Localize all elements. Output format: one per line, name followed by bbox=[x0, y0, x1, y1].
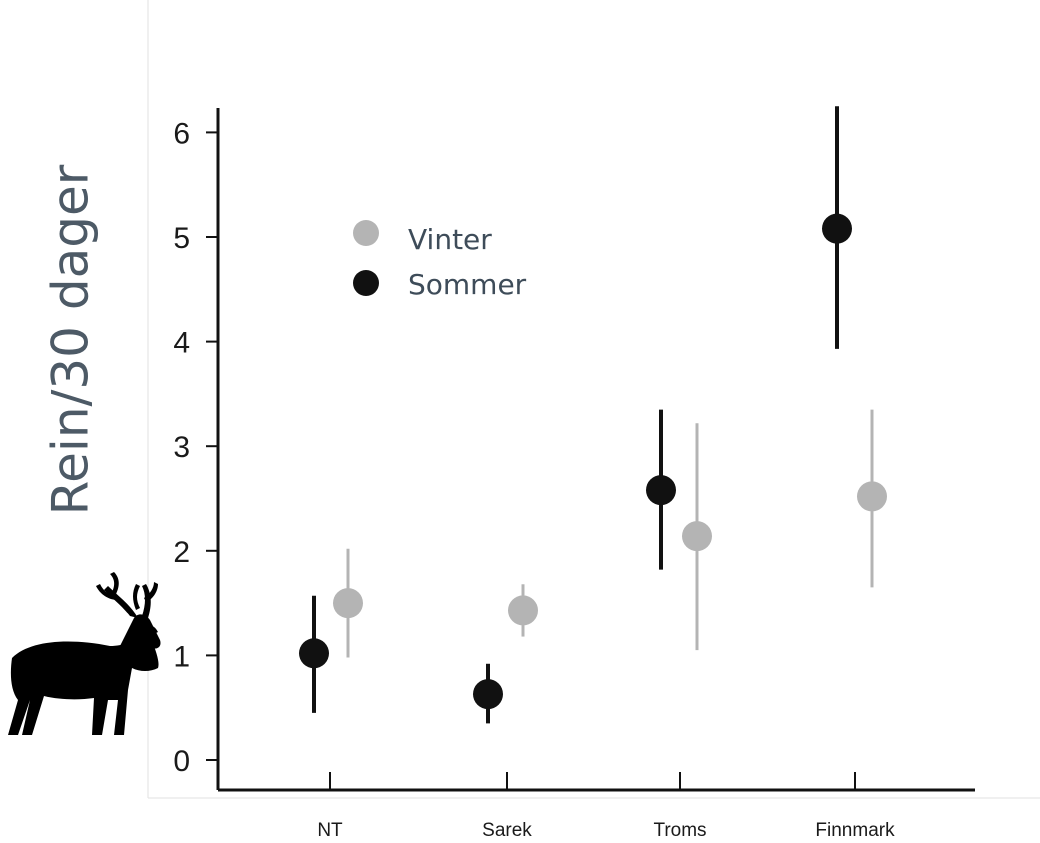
sommer-point bbox=[299, 638, 329, 669]
y-tick-label: 0 bbox=[173, 745, 190, 778]
x-tick-label: Finnmark bbox=[815, 820, 895, 841]
vinter-point bbox=[333, 588, 363, 619]
vinter-point bbox=[508, 595, 538, 626]
y-ticks: 0 1 2 3 4 5 6 bbox=[173, 117, 218, 778]
y-tick-label: 4 bbox=[173, 327, 190, 360]
x-ticks: NT Sarek Troms Finnmark bbox=[317, 772, 895, 841]
vinter-point bbox=[682, 521, 712, 552]
reindeer-silhouette-icon bbox=[8, 572, 161, 735]
sommer-point bbox=[822, 213, 852, 244]
legend-swatch-sommer bbox=[353, 270, 379, 296]
sommer-point bbox=[646, 475, 676, 506]
legend-swatch-vinter bbox=[353, 220, 379, 246]
y-tick-label: 1 bbox=[173, 640, 190, 673]
y-tick-label: 5 bbox=[173, 222, 190, 255]
legend: Vinter Sommer bbox=[353, 220, 527, 301]
y-tick-label: 3 bbox=[173, 431, 190, 464]
y-tick-label: 6 bbox=[173, 117, 190, 150]
legend-label-sommer: Sommer bbox=[408, 268, 527, 301]
x-tick-label: Sarek bbox=[482, 820, 532, 841]
vinter-point bbox=[857, 481, 887, 512]
series-marks bbox=[299, 106, 887, 724]
y-tick-label: 2 bbox=[173, 536, 190, 569]
sommer-point bbox=[473, 679, 503, 710]
x-tick-label: Troms bbox=[653, 820, 706, 841]
legend-label-vinter: Vinter bbox=[408, 223, 492, 256]
x-tick-label: NT bbox=[317, 820, 343, 841]
